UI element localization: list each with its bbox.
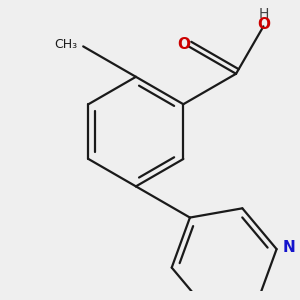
Text: O: O (178, 37, 190, 52)
Text: N: N (283, 240, 296, 255)
Text: H: H (259, 7, 269, 21)
Text: CH₃: CH₃ (54, 38, 77, 51)
Text: O: O (258, 16, 271, 32)
